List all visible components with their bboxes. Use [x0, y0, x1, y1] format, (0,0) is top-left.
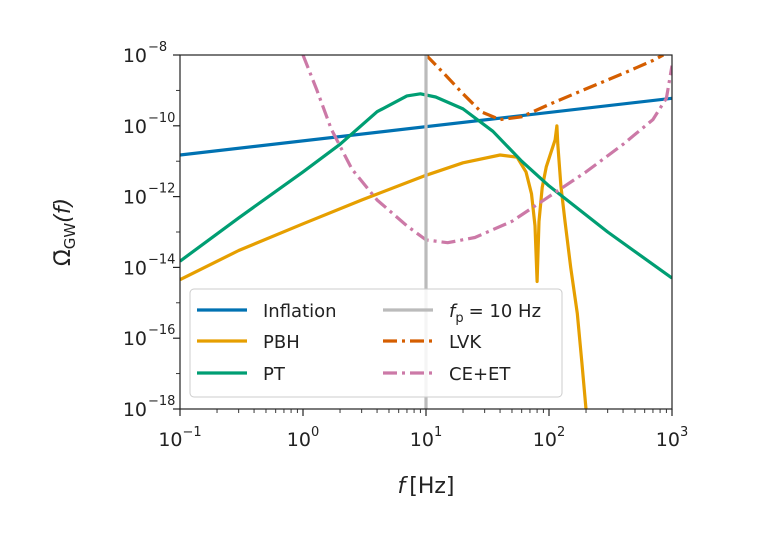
y-tick-label: 10−16	[123, 323, 176, 350]
series-line-ce-et	[301, 55, 672, 245]
x-tick-label: 103	[656, 425, 688, 451]
x-tick-label: 10−1	[158, 425, 201, 451]
y-tick-label: 10−18	[123, 394, 176, 421]
series-line-pt	[180, 92, 672, 280]
x-tick-label: 102	[533, 425, 565, 451]
series-line-lvk	[424, 55, 665, 122]
y-tick-label: 10−8	[123, 40, 167, 67]
y-tick-label: 10−14	[123, 252, 176, 279]
y-tick-label: 10−10	[123, 111, 176, 138]
legend-label-ce-et: CE+ET	[449, 364, 511, 385]
legend-label-pbh: PBH	[263, 332, 300, 353]
x-axis-label: f [Hz]	[397, 474, 454, 499]
y-tick-label: 10−12	[123, 182, 176, 209]
legend-label-inflation: Inflation	[263, 301, 337, 322]
legend-box	[189, 288, 563, 398]
x-tick-label: 101	[410, 425, 442, 451]
legend-label-pt: PT	[263, 364, 286, 385]
ticks-layer: 10−1 100 101 102 103 10−18 10−16 10−14 10−12 10−1…	[123, 40, 688, 451]
x-tick-label: 100	[287, 425, 319, 451]
legend: Inflation PBH PT fp = 10 Hz LVK CE+ET	[189, 288, 563, 398]
legend-label-fp: fp = 10 Hz	[449, 301, 541, 326]
axis-labels: f [Hz] Ω̄GW(f)	[51, 198, 455, 499]
legend-label-lvk: LVK	[449, 332, 482, 353]
y-axis-label: Ω̄GW(f)	[51, 198, 79, 266]
